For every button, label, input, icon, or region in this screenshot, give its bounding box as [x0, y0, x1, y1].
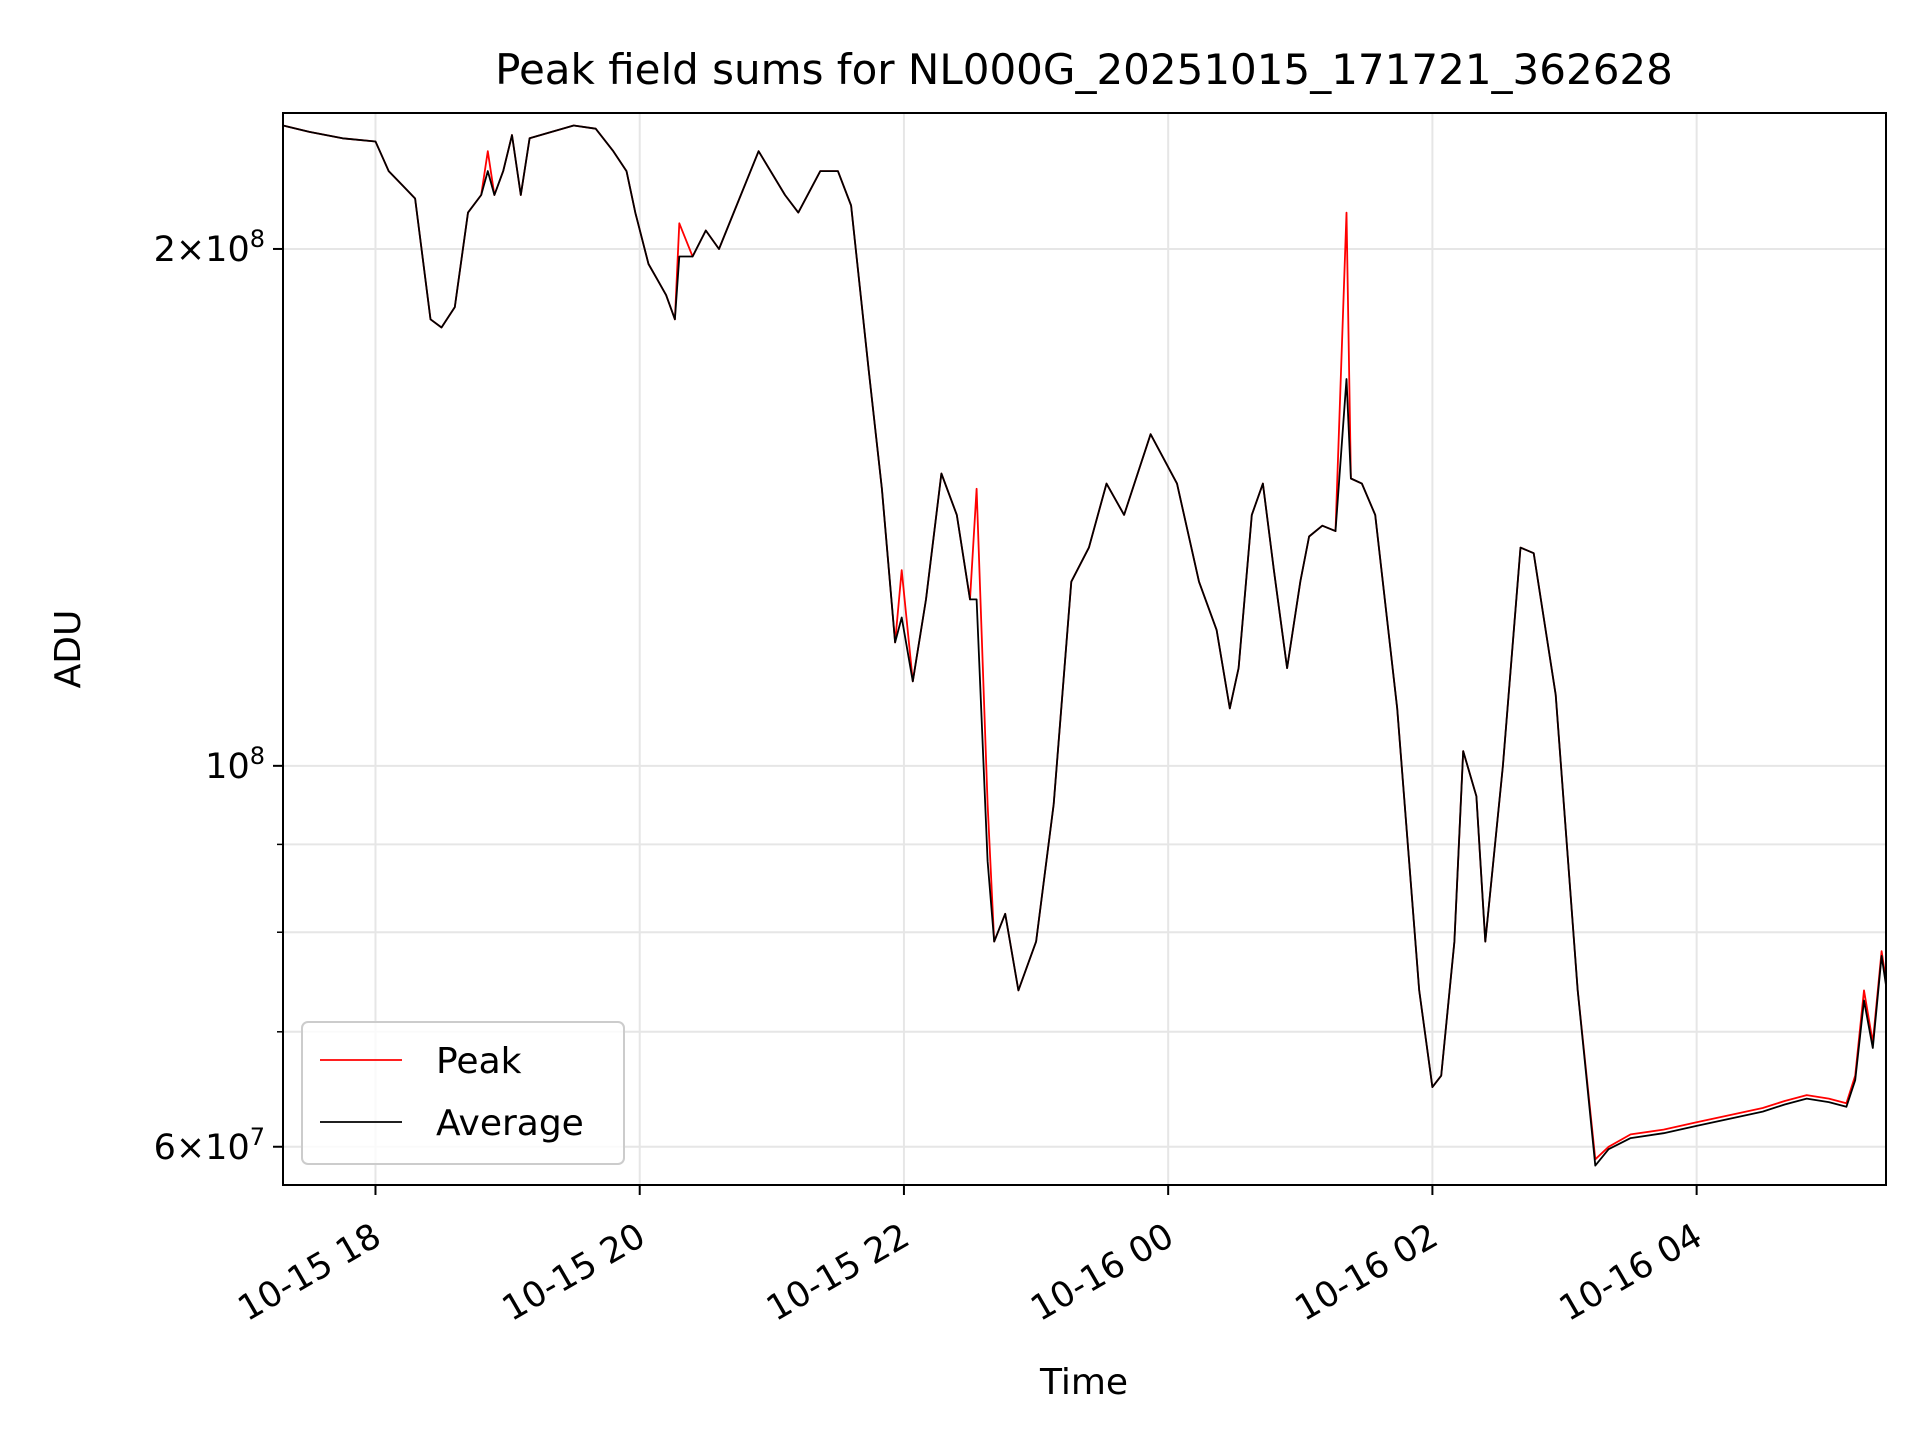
legend-box: [301, 1021, 625, 1165]
y-tick-label: 2×108: [154, 225, 265, 270]
y-axis-ticks: 6×107 108 2×108: [154, 225, 283, 1168]
y-tick-label: 108: [205, 742, 265, 787]
chart-title: Peak field sums for NL000G_20251015_1717…: [495, 45, 1673, 94]
axes-frame: [282, 112, 1887, 1186]
legend: Peak Average: [301, 1021, 625, 1165]
x-axis-label: Time: [1039, 1362, 1128, 1403]
y-axis-label: ADU: [48, 610, 89, 689]
legend-label-average: Average: [436, 1103, 584, 1144]
y-tick-label: 6×107: [154, 1123, 265, 1168]
legend-label-peak: Peak: [436, 1041, 522, 1082]
series-line-average: [283, 124, 1886, 1167]
plot-area: [283, 124, 1886, 1167]
